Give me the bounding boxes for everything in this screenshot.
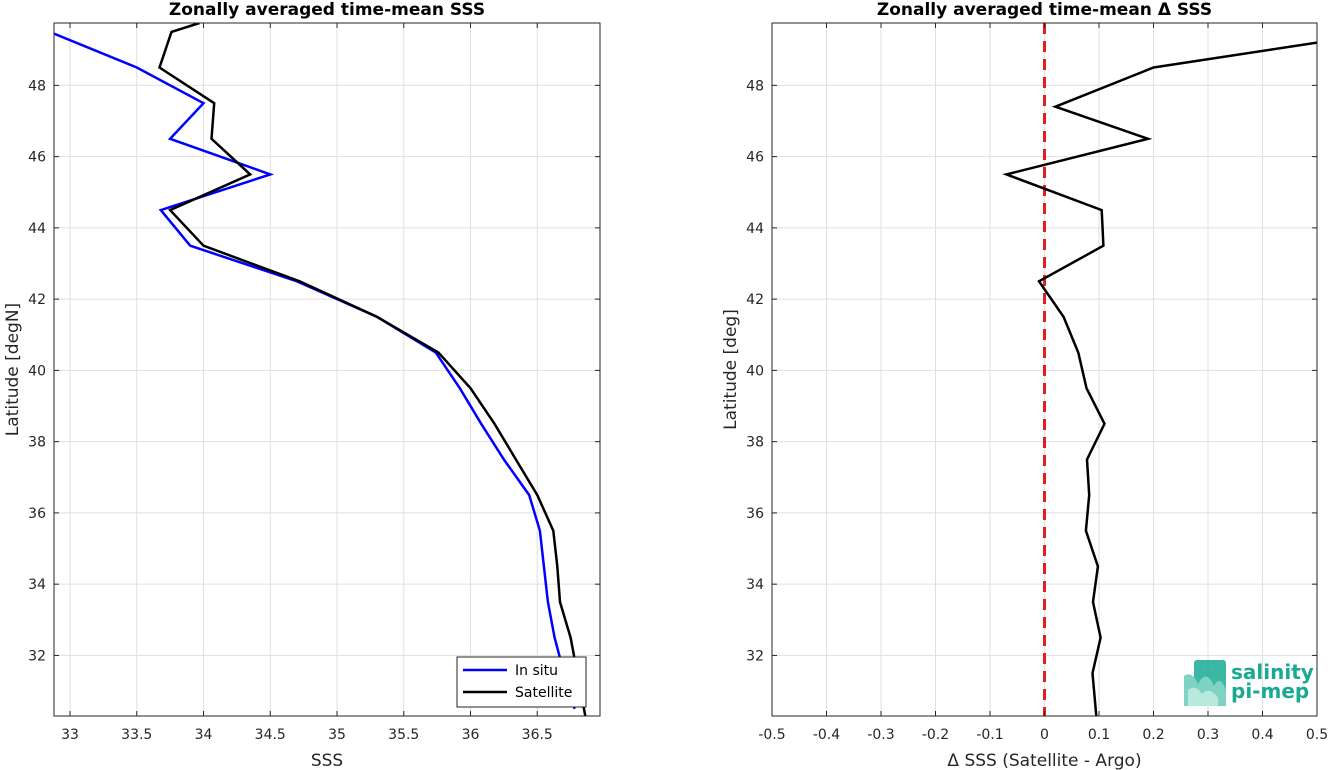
y-tick-label: 44 xyxy=(28,221,46,237)
x-axis-label: Δ SSS (Satellite - Argo) xyxy=(947,751,1141,770)
y-tick-label: 34 xyxy=(28,577,46,593)
y-tick-label: 38 xyxy=(28,435,46,451)
y-axis-label: Latitude [deg] xyxy=(721,309,741,430)
y-axis-label: Latitude [degN] xyxy=(3,303,23,436)
x-tick-label: 36.5 xyxy=(522,727,553,743)
x-tick-label: 0 xyxy=(1040,727,1049,743)
x-tick-label: -0.2 xyxy=(922,727,949,743)
y-tick-label: 48 xyxy=(746,78,764,94)
x-tick-label: 34 xyxy=(195,727,213,743)
x-tick-label: 0.5 xyxy=(1306,727,1328,743)
x-tick-label: 34.5 xyxy=(255,727,286,743)
grid xyxy=(54,23,600,716)
series-group xyxy=(1002,41,1317,716)
delta-sss-panel: -0.5 -0.4 -0.3 -0.2 -0.1 0 0.1 0.2 0.3 0.4 0.5 32 34… xyxy=(721,0,1328,770)
x-tick-label: 0.4 xyxy=(1251,727,1273,743)
y-tick-label: 34 xyxy=(746,577,764,593)
legend-label: Satellite xyxy=(515,685,572,701)
y-tick-label: 44 xyxy=(746,221,764,237)
y-tick-label: 46 xyxy=(28,150,46,166)
logo-mark xyxy=(1184,660,1226,706)
logo-text-line2: pi-mep xyxy=(1231,679,1309,703)
x-tick-label: 33 xyxy=(61,727,79,743)
y-tick-label: 38 xyxy=(746,435,764,451)
y-tick-label: 32 xyxy=(746,648,764,664)
x-tick-label: 0.3 xyxy=(1197,727,1219,743)
sss-panel: 33 33.5 34 34.5 35 35.5 36 36.5 32 34 36 38 40 42 44 46… xyxy=(3,0,601,770)
logo-text-line1: salinity xyxy=(1231,660,1314,684)
legend-box xyxy=(456,656,587,708)
x-axis-label: SSS xyxy=(311,751,343,770)
plot-area xyxy=(54,23,600,716)
y-tick-label: 46 xyxy=(746,150,764,166)
ticks xyxy=(771,23,1318,716)
series-group xyxy=(54,23,587,716)
y-tick-label: 42 xyxy=(746,292,764,308)
x-tick-label: 36 xyxy=(462,727,480,743)
y-tick-label: 48 xyxy=(28,78,46,94)
ticks xyxy=(54,23,600,716)
x-tick-label: 35 xyxy=(328,727,346,743)
x-tick-label: 0.2 xyxy=(1142,727,1164,743)
y-tick-label: 36 xyxy=(746,506,764,522)
x-tick-label: -0.3 xyxy=(867,727,894,743)
x-tick-label: 33.5 xyxy=(121,727,152,743)
series-line-in-situ xyxy=(54,32,576,710)
x-tick-label: -0.5 xyxy=(758,727,785,743)
series-line-delta-sss xyxy=(1002,41,1317,716)
chart-title: Zonally averaged time-mean Δ SSS xyxy=(877,0,1212,20)
series-line-satellite xyxy=(158,23,587,716)
x-tick-label: -0.4 xyxy=(813,727,840,743)
x-tick-label: 0.1 xyxy=(1088,727,1110,743)
y-tick-label: 32 xyxy=(28,648,46,664)
legend: In situ Satellite xyxy=(456,656,587,708)
y-tick-label: 36 xyxy=(28,506,46,522)
y-tick-label: 42 xyxy=(28,292,46,308)
y-tick-label: 40 xyxy=(28,363,46,379)
y-tick-label: 40 xyxy=(746,363,764,379)
logo-wave-light xyxy=(1188,687,1218,706)
chart-title: Zonally averaged time-mean SSS xyxy=(169,0,485,20)
x-tick-label: -0.1 xyxy=(976,727,1003,743)
axes-box xyxy=(53,22,601,717)
legend-label: In situ xyxy=(515,663,558,679)
x-tick-label: 35.5 xyxy=(388,727,419,743)
